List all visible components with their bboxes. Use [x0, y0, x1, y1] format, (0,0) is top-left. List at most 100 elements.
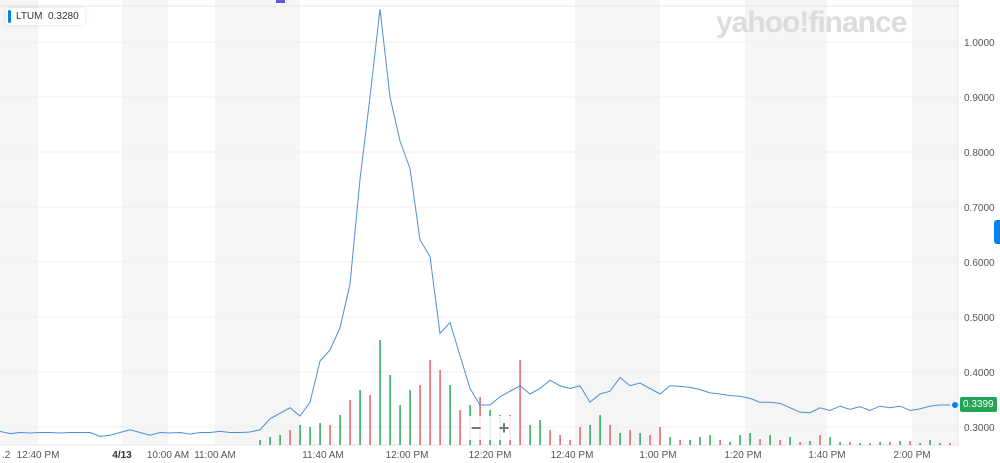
session-band	[745, 0, 827, 445]
volume-bar	[359, 390, 361, 445]
volume-bar	[379, 340, 381, 445]
volume-bar	[269, 437, 271, 445]
y-tick-label: 0.7000	[964, 203, 995, 214]
volume-bar	[679, 440, 681, 445]
volume-bar	[849, 442, 851, 445]
x-tick-label: 12:20 PM	[469, 450, 512, 461]
volume-bar	[779, 440, 781, 445]
volume-bar	[799, 442, 801, 445]
volume-bar	[869, 443, 871, 445]
volume-bar	[659, 427, 661, 445]
session-band	[0, 0, 38, 445]
x-tick-label: 11:00 AM	[194, 450, 236, 461]
zoom-controls: − +	[462, 416, 518, 440]
panel-toggle-tab[interactable]	[994, 220, 1000, 244]
x-tick-label: 11:40 AM	[302, 450, 344, 461]
legend-item[interactable]: LTUM 0.3280	[6, 8, 85, 25]
volume-bar	[519, 360, 521, 445]
volume-bar	[349, 400, 351, 445]
volume-bar	[949, 443, 951, 445]
volume-bar	[919, 443, 921, 445]
volume-bar	[769, 435, 771, 445]
y-tick-label: 0.9000	[964, 93, 995, 104]
volume-bar	[649, 435, 651, 445]
volume-bar	[789, 437, 791, 445]
x-tick-label: 12:40 PM	[551, 450, 594, 461]
volume-bar	[819, 435, 821, 445]
x-tick-label: 12:40 PM	[17, 450, 60, 461]
range-marker	[276, 0, 285, 3]
current-price-badge: 0.3399	[960, 397, 997, 412]
volume-bar	[589, 425, 591, 445]
volume-bar	[629, 430, 631, 445]
volume-bar	[829, 437, 831, 445]
y-tick-label: 1.0000	[964, 38, 995, 49]
volume-bar	[529, 425, 531, 445]
volume-bar	[559, 435, 561, 445]
volume-bar	[289, 430, 291, 445]
volume-bar	[899, 441, 901, 445]
volume-bar	[389, 375, 391, 445]
volume-bar	[719, 440, 721, 445]
volume-bar	[939, 443, 941, 445]
session-band	[575, 0, 660, 445]
volume-bar	[459, 410, 461, 445]
x-tick-label: 1:20 PM	[724, 450, 761, 461]
volume-bar	[739, 435, 741, 445]
y-tick-label: 0.3000	[964, 423, 995, 434]
volume-bar	[399, 405, 401, 445]
volume-bar	[259, 440, 261, 445]
x-tick-label: .2	[2, 450, 11, 461]
x-tick-label: 4/13	[112, 450, 132, 461]
x-tick-label: 1:40 PM	[808, 450, 845, 461]
session-band	[215, 0, 300, 445]
x-tick-label: 10:00 AM	[147, 450, 189, 461]
volume-bar	[929, 440, 931, 445]
volume-bar	[839, 442, 841, 445]
volume-bar	[309, 427, 311, 445]
volume-bar	[419, 385, 421, 445]
volume-bar	[429, 360, 431, 445]
yahoo-finance-logo: yahoo!finance	[716, 6, 907, 39]
volume-bar	[409, 390, 411, 445]
price-line	[0, 8, 950, 437]
y-tick-label: 0.8000	[964, 148, 995, 159]
last-price-dot	[952, 402, 958, 408]
x-tick-label: 1:00 PM	[639, 450, 676, 461]
volume-bar	[579, 427, 581, 445]
volume-bar	[569, 440, 571, 445]
volume-bar	[609, 425, 611, 445]
volume-bar	[619, 433, 621, 445]
volume-bar	[299, 425, 301, 445]
volume-bar	[859, 443, 861, 445]
volume-bar	[729, 442, 731, 445]
volume-bar	[879, 442, 881, 445]
volume-bar	[279, 435, 281, 445]
x-tick-label: 12:00 PM	[386, 450, 429, 461]
x-tick-label: 2:00 PM	[893, 450, 930, 461]
volume-bar	[539, 420, 541, 445]
volume-bar	[909, 441, 911, 445]
volume-bar	[689, 440, 691, 445]
y-tick-label: 0.6000	[964, 258, 995, 269]
volume-bar	[369, 395, 371, 445]
volume-bar	[809, 441, 811, 445]
session-band	[122, 0, 168, 445]
volume-bar	[599, 415, 601, 445]
volume-bar	[439, 370, 441, 445]
volume-bar	[699, 437, 701, 445]
volume-bar	[339, 415, 341, 445]
volume-bar	[709, 435, 711, 445]
volume-bar	[319, 423, 321, 445]
session-band	[912, 0, 958, 445]
volume-bar	[759, 439, 761, 445]
y-tick-label: 0.5000	[964, 313, 995, 324]
zoom-out-button[interactable]: −	[470, 417, 482, 438]
volume-bar	[889, 442, 891, 445]
volume-bar	[639, 433, 641, 445]
volume-bar	[669, 437, 671, 445]
zoom-in-button[interactable]: +	[498, 417, 510, 438]
volume-bar	[749, 433, 751, 445]
legend-symbol: LTUM	[16, 11, 43, 22]
